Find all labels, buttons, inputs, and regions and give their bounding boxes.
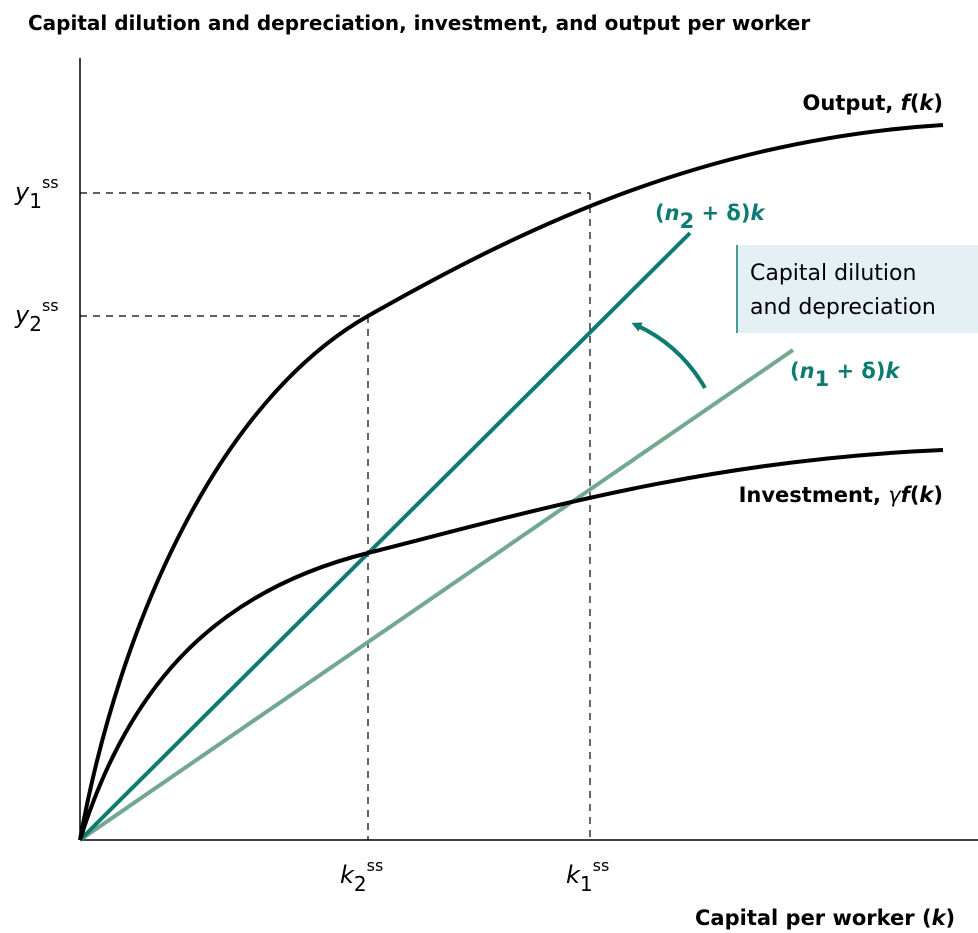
output-curve (78, 123, 944, 841)
y2-label: y2ss (14, 296, 59, 336)
box-line: and depreciation (750, 295, 936, 320)
k2-label: k2ss (340, 856, 383, 896)
investment-label: Investment, γf(k) (739, 483, 943, 507)
y1-label: y1ss (14, 173, 59, 213)
x-axis-label: Capital per worker (k) (695, 906, 955, 930)
box-line: Capital dilution (750, 261, 916, 286)
investment-curve (78, 448, 944, 841)
shift-arrow (631, 322, 707, 390)
k1-label: k1ss (566, 856, 609, 896)
label-box (737, 245, 978, 333)
line-n1 (78, 348, 795, 842)
n2-label: (n2 + δ)k (655, 201, 766, 233)
guides (80, 192, 591, 840)
title: Capital dilution and depreciation, inves… (28, 11, 810, 35)
line-n2 (78, 231, 692, 842)
output-label: Output, f(k) (803, 91, 943, 115)
n1-label: (n1 + δ)k (790, 359, 901, 391)
